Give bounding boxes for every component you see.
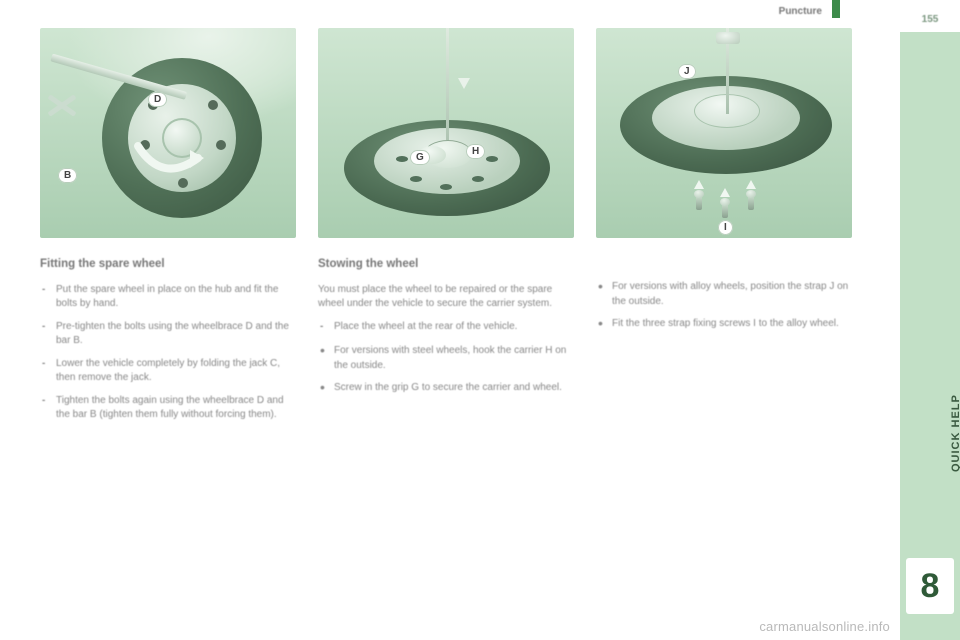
chapter-number: 8 (906, 567, 954, 606)
rim-hole (440, 184, 452, 190)
manual-page: Puncture D B (0, 0, 900, 640)
rim-hole (208, 100, 218, 110)
column-middle: Stowing the wheel You must place the whe… (318, 256, 574, 431)
list-item: For versions with steel wheels, hook the… (318, 344, 574, 373)
label-g: G (410, 150, 430, 165)
stowing-dash-list: Place the wheel at the rear of the vehic… (318, 320, 574, 335)
side-label: QUICK HELP (950, 394, 960, 472)
list-item: Pre-tighten the bolts using the wheelbra… (40, 320, 296, 349)
figure-alloy-wheel: J I (596, 28, 852, 238)
wheelbrace-cross (46, 90, 78, 122)
list-item: Screw in the grip G to secure the carrie… (318, 381, 574, 396)
page-number: 155 (900, 14, 960, 25)
strap-handle (716, 32, 740, 44)
column-right: For versions with alloy wheels, position… (596, 256, 852, 431)
chapter-box: 8 (906, 558, 954, 614)
stowing-bullet-list: For versions with steel wheels, hook the… (318, 344, 574, 396)
rim-hole (396, 156, 408, 162)
fixing-screw (696, 196, 702, 210)
up-arrow-icon (746, 180, 756, 189)
rotation-arrow-icon (132, 140, 204, 186)
carrier-rod (446, 28, 449, 154)
label-h: H (466, 144, 485, 159)
fixing-screw (748, 196, 754, 210)
heading-stowing: Stowing the wheel (318, 256, 574, 273)
stowing-intro: You must place the wheel to be repaired … (318, 283, 574, 312)
list-item: Lower the vehicle completely by folding … (40, 357, 296, 386)
rim-hole (410, 176, 422, 182)
rim-hole (486, 156, 498, 162)
alloy-bullet-list: For versions with alloy wheels, position… (596, 280, 852, 332)
list-item: Put the spare wheel in place on the hub … (40, 283, 296, 312)
fixing-screw (722, 204, 728, 218)
rim-hole (216, 140, 226, 150)
list-item: For versions with alloy wheels, position… (596, 280, 852, 309)
label-j: J (678, 64, 696, 79)
header-green-tab (832, 0, 840, 18)
column-left: Fitting the spare wheel Put the spare wh… (40, 256, 296, 431)
side-tab: 155 QUICK HELP 8 (900, 0, 960, 640)
up-arrow-icon (720, 188, 730, 197)
figure-stowing-wheel: G H (318, 28, 574, 238)
figure-fitting-wheel: D B (40, 28, 296, 238)
text-columns: Fitting the spare wheel Put the spare wh… (40, 256, 852, 431)
list-item: Fit the three strap fixing screws I to t… (596, 317, 852, 332)
up-arrow-icon (694, 180, 704, 189)
label-d: D (148, 92, 167, 107)
down-arrow-icon (458, 78, 470, 89)
figure-row: D B G H (40, 28, 900, 238)
heading-fitting: Fitting the spare wheel (40, 256, 296, 273)
list-item: Tighten the bolts again using the wheelb… (40, 394, 296, 423)
watermark: carmanualsonline.info (759, 619, 890, 634)
rim-hole (472, 176, 484, 182)
fitting-steps-list: Put the spare wheel in place on the hub … (40, 283, 296, 423)
label-b: B (58, 168, 77, 183)
list-item: Place the wheel at the rear of the vehic… (318, 320, 574, 335)
label-i: I (718, 220, 733, 235)
section-header: Puncture (779, 6, 822, 17)
